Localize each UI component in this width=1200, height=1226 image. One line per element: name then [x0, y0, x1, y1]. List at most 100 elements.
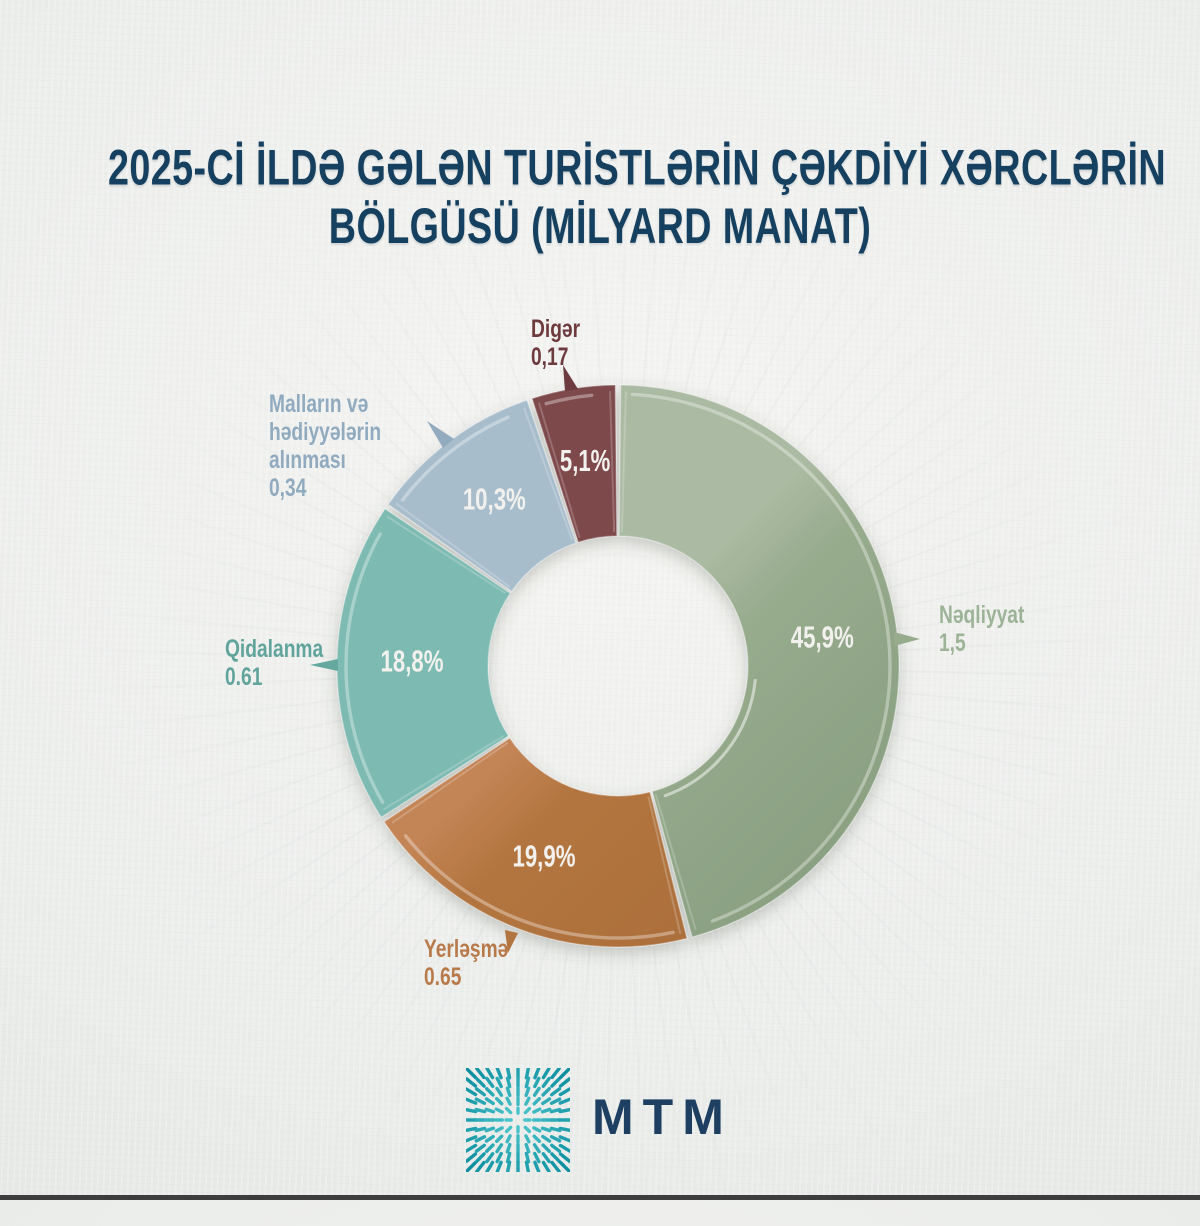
- segment-edge-highlight: [609, 391, 616, 533]
- logo-dash: [464, 1107, 478, 1114]
- logo-dash: [541, 1066, 551, 1080]
- segment-pct-label: 18,8%: [381, 644, 444, 679]
- logo-dash: [524, 1096, 531, 1106]
- logo-dash: [505, 1151, 512, 1164]
- logo-dash: [485, 1152, 495, 1164]
- logo-dash: [541, 1152, 551, 1164]
- logo-dash: [465, 1161, 477, 1173]
- segment-highlight-arc: [344, 532, 385, 804]
- logo-dash: [523, 1125, 532, 1134]
- logo-dash: [505, 1134, 512, 1144]
- donut-segment-yerlesme: [383, 737, 688, 948]
- logo-dash: [524, 1151, 531, 1164]
- segment-value-text: 1,5: [939, 628, 966, 657]
- segment-label-diger: Digər 0,17: [531, 315, 580, 372]
- logo-dash: [541, 1134, 552, 1143]
- logo-dash: [550, 1066, 561, 1080]
- logo-dash: [532, 1096, 542, 1106]
- logo-dash: [533, 1151, 541, 1164]
- mtm-logo-mark: [464, 1066, 572, 1174]
- logo-dash: [474, 1126, 487, 1133]
- logo-dash: [494, 1096, 504, 1106]
- segment-value-text: 0,17: [531, 342, 569, 371]
- logo-dash: [475, 1160, 486, 1174]
- logo-dash: [549, 1135, 562, 1143]
- logo-dash: [541, 1076, 551, 1088]
- logo-dash: [549, 1097, 562, 1105]
- donut-chart: 45,9% 19,9% 18,8% 10,3% 5,1%: [310, 365, 920, 953]
- logo-dash: [474, 1135, 487, 1143]
- logo-dash: [505, 1096, 512, 1106]
- logo-dash: [464, 1077, 478, 1088]
- logo-dash: [474, 1107, 487, 1114]
- logo-dash: [474, 1143, 486, 1153]
- logo-dash: [465, 1067, 477, 1079]
- logo-dash: [504, 1125, 513, 1134]
- logo-dash: [524, 1066, 531, 1080]
- segment-edge-highlight: [537, 402, 581, 538]
- logo-dash: [541, 1143, 552, 1154]
- logo-dash: [532, 1143, 541, 1154]
- logo-dash: [464, 1087, 478, 1097]
- logo-dash: [474, 1087, 486, 1097]
- logo-dash: [540, 1126, 552, 1133]
- label-pointer-yerlesme: [505, 930, 518, 953]
- logo-dash: [558, 1087, 572, 1097]
- segment-highlight-arc: [544, 393, 594, 406]
- segment-pct-label: 45,9%: [791, 620, 854, 655]
- logo-dash: [558, 1152, 572, 1163]
- logo-dash: [484, 1126, 496, 1133]
- segment-label-yerlesme: Yerləşmə 0.65: [424, 934, 509, 992]
- logo-dash: [558, 1135, 572, 1143]
- segment-value-text: 0.61: [225, 662, 263, 691]
- logo-dash: [558, 1143, 572, 1153]
- segment-name-text: Yerləşmə: [424, 934, 509, 964]
- logo-dash: [523, 1106, 532, 1115]
- label-pointer-qidalanma: [310, 659, 338, 671]
- logo-dash: [475, 1152, 486, 1163]
- logo-dash: [494, 1126, 504, 1133]
- logo-dash: [558, 1126, 572, 1133]
- segment-edge-highlight: [654, 794, 697, 931]
- logo-dash: [550, 1152, 561, 1163]
- segment-edge-highlight: [522, 407, 574, 541]
- donut-segment-mallarin: [387, 399, 577, 593]
- logo-dash: [524, 1142, 531, 1154]
- segment-edge-highlight: [386, 515, 507, 595]
- logo-dash: [541, 1086, 552, 1097]
- logo-dash: [559, 1067, 571, 1079]
- logo-dash: [524, 1134, 531, 1144]
- segment-edge-highlight: [647, 796, 682, 935]
- segment-highlight-arc: [630, 392, 892, 923]
- segment-edge-highlight: [391, 741, 509, 824]
- logo-dash: [495, 1086, 504, 1097]
- logo-dash: [559, 1161, 571, 1173]
- logo-dash: [505, 1160, 512, 1174]
- label-pointer-diger: [563, 365, 578, 391]
- segment-edge-highlight: [620, 391, 627, 533]
- logo-dash: [484, 1097, 495, 1106]
- logo-dash: [505, 1086, 512, 1098]
- logo-dash: [550, 1087, 562, 1097]
- logo-dash: [464, 1135, 478, 1143]
- logo-dash: [485, 1160, 495, 1174]
- logo-dash: [549, 1126, 562, 1133]
- logo-dash: [504, 1106, 513, 1115]
- page-title-line1: 2025-Cİ İLDƏ GƏLƏN TURİSTLƏRİN ÇƏKDİYİ X…: [108, 139, 1167, 196]
- segment-highlight-arc: [403, 834, 675, 940]
- logo-dash: [464, 1097, 478, 1105]
- background-rays-texture: [58, 106, 1178, 1226]
- logo-dash: [505, 1142, 512, 1154]
- logo-dash: [532, 1086, 541, 1097]
- logo-dash: [484, 1134, 495, 1143]
- segment-name-text: Qidalanma: [225, 634, 324, 664]
- logo-dash: [484, 1086, 495, 1097]
- logo-dash: [550, 1160, 561, 1174]
- donut-segment-qidalanma: [336, 507, 512, 819]
- logo-dash: [549, 1107, 562, 1114]
- logo-dash: [533, 1076, 541, 1089]
- logo-dash: [495, 1076, 503, 1089]
- segment-pct-label: 19,9%: [512, 838, 575, 873]
- logo-dash: [495, 1143, 504, 1154]
- logo-dash: [532, 1107, 542, 1114]
